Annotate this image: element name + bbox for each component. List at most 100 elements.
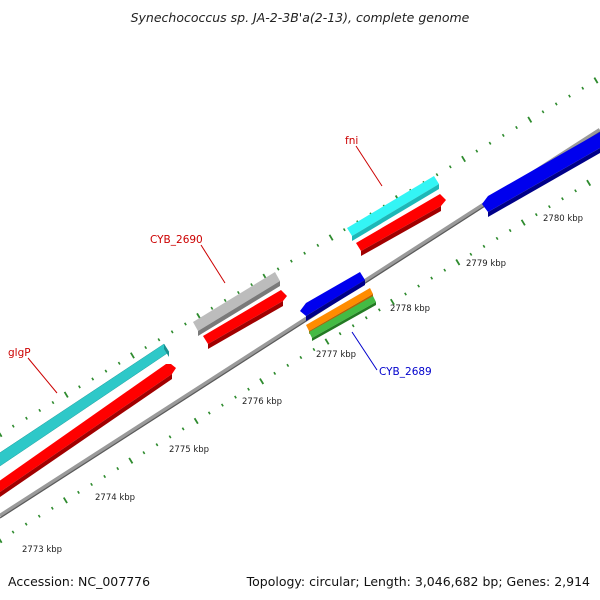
outer-tick-minor	[78, 385, 81, 389]
inner-tick-major	[455, 259, 461, 266]
outer-tick-minor	[236, 290, 240, 295]
outer-tick-minor	[448, 165, 452, 169]
outer-tick-major	[0, 432, 3, 438]
outer-tick-minor	[581, 86, 585, 90]
outer-tick-major	[63, 391, 69, 398]
gene-label-CYB_2690: CYB_2690	[150, 234, 203, 246]
outer-tick-minor	[25, 416, 28, 420]
map-title: Synechococcus sp. JA-2-3B'a(2-13), compl…	[130, 10, 470, 25]
outer-tick-minor	[210, 306, 214, 310]
cds-red-CYB_2690[interactable]	[203, 290, 287, 349]
outer-tick-minor	[104, 369, 108, 373]
inner-tick-major	[0, 538, 3, 544]
outer-tick-minor	[144, 345, 148, 350]
outer-tick-major	[130, 352, 135, 359]
outer-tick-minor	[170, 330, 174, 334]
outer-tick-minor	[342, 228, 346, 232]
outer-tick-minor	[157, 338, 161, 342]
gene-label-CYB_2689: CYB_2689	[379, 366, 432, 378]
outer-tick-ring	[0, 77, 599, 438]
inner-tick-minor	[377, 308, 381, 312]
outer-tick-minor	[554, 102, 558, 106]
outer-tick-minor	[289, 259, 293, 263]
cds-blue-2780[interactable]	[482, 132, 600, 217]
inner-tick-minor	[351, 324, 355, 328]
inner-tick-major	[586, 179, 592, 187]
tick-label-2780: 2780 kbp	[543, 214, 583, 224]
inner-tick-minor	[469, 252, 473, 256]
inner-tick-major	[324, 338, 330, 345]
inner-tick-major	[520, 219, 526, 226]
outer-tick-minor	[117, 361, 121, 365]
inner-tick-minor	[482, 244, 486, 248]
outer-tick-minor	[223, 298, 227, 303]
tick-label-2777: 2777 kbp	[316, 350, 356, 360]
gene-CYB_2690[interactable]	[193, 272, 280, 336]
outer-tick-minor	[475, 149, 479, 153]
inner-tick-ring	[0, 179, 592, 544]
outer-tick-minor	[51, 400, 55, 405]
outer-tick-minor	[91, 377, 95, 381]
outer-tick-minor	[11, 424, 15, 428]
outer-tick-minor	[303, 251, 307, 255]
cds-red-glgP[interactable]	[0, 364, 176, 497]
inner-tick-minor	[312, 347, 316, 352]
outer-tick-minor	[515, 125, 518, 130]
outer-tick-minor	[316, 243, 320, 248]
inner-tick-minor	[561, 197, 564, 201]
inner-tick-minor	[77, 490, 80, 494]
inner-tick-minor	[247, 387, 250, 391]
inner-tick-minor	[574, 189, 577, 193]
inner-tick-minor	[234, 395, 237, 399]
inner-tick-minor	[547, 205, 551, 209]
inner-tick-minor	[50, 506, 54, 510]
tick-label-2776: 2776 kbp	[242, 397, 282, 407]
gene-green-CYB_2689[interactable]	[309, 296, 376, 341]
label-fni: fni	[345, 135, 383, 187]
inner-tick-minor	[286, 363, 290, 368]
gene-glgP[interactable]	[0, 343, 170, 467]
inner-tick-minor	[299, 355, 303, 360]
accession-text: Accession: NC_007776	[8, 574, 151, 589]
inner-tick-minor	[508, 228, 512, 233]
outer-tick-minor	[184, 322, 187, 326]
inner-tick-minor	[417, 284, 421, 288]
inner-tick-major	[193, 417, 199, 425]
inner-tick-minor	[273, 371, 277, 375]
outer-tick-major	[527, 116, 533, 123]
inner-tick-minor	[207, 411, 211, 415]
inner-tick-minor	[430, 276, 434, 280]
inner-tick-minor	[37, 514, 41, 518]
outer-tick-minor	[435, 173, 439, 177]
tick-label-2774: 2774 kbp	[95, 493, 135, 503]
inner-tick-minor	[443, 268, 447, 272]
inner-tick-minor	[181, 427, 185, 431]
outer-tick-minor	[276, 267, 280, 271]
inner-tick-major	[390, 298, 395, 306]
cds-blue-CYB_2689[interactable]	[300, 272, 365, 321]
tick-label-2779: 2779 kbp	[466, 259, 506, 269]
inner-tick-minor	[116, 466, 120, 471]
outer-tick-minor	[488, 141, 492, 145]
inner-tick-minor	[404, 292, 407, 296]
inner-tick-major	[128, 457, 134, 464]
outer-tick-minor	[501, 133, 505, 138]
inner-tick-major	[62, 497, 68, 504]
gene-label-fni: fni	[345, 135, 358, 147]
label-glgP: glgP	[8, 347, 58, 394]
inner-tick-minor	[495, 236, 499, 241]
gene-fni[interactable]	[347, 176, 439, 241]
inner-tick-minor	[338, 332, 342, 336]
inner-tick-minor	[24, 522, 28, 526]
outer-tick-minor	[568, 94, 571, 98]
outer-tick-major	[328, 234, 334, 241]
inner-tick-minor	[155, 443, 159, 447]
tick-label-2778: 2778 kbp	[390, 304, 430, 314]
outer-tick-minor	[250, 283, 254, 287]
cds-red-fni[interactable]	[356, 194, 446, 256]
label-CYB_2690: CYB_2690	[150, 234, 226, 284]
outer-tick-minor	[38, 408, 42, 413]
genome-info-text: Topology: circular; Length: 3,046,682 bp…	[246, 574, 590, 589]
outer-tick-minor	[541, 110, 545, 114]
